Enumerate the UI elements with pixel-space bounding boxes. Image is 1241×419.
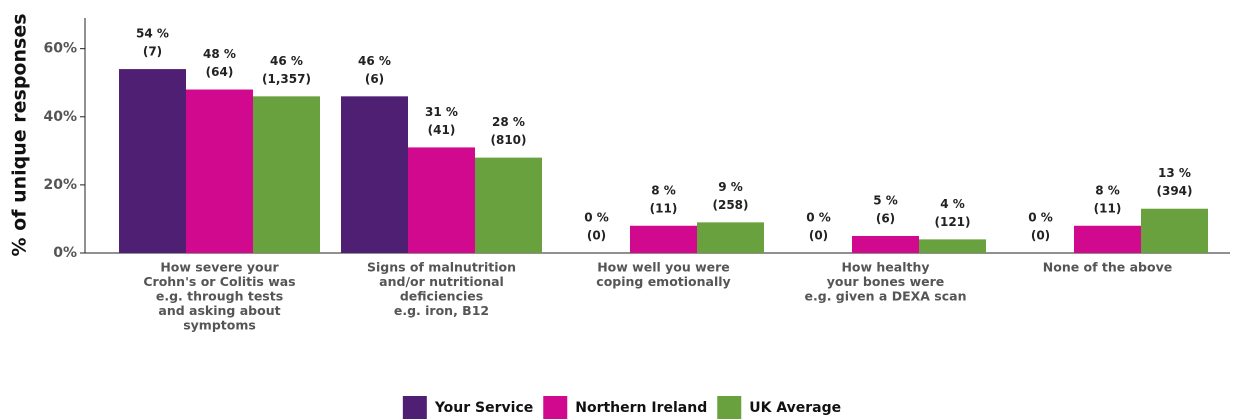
y-tick-label: 40% (43, 109, 77, 125)
data-label: (0) (809, 229, 828, 243)
bar (630, 225, 697, 253)
data-label: 46 % (358, 54, 391, 68)
bar (919, 239, 986, 253)
legend-label: Your Service (434, 400, 533, 416)
x-tick-label: deficiencies (400, 289, 483, 304)
bar (253, 96, 320, 253)
data-label: 46 % (270, 54, 303, 68)
data-label: (0) (587, 229, 606, 243)
x-tick-label: e.g. given a DEXA scan (805, 289, 967, 304)
x-tick-label: Signs of malnutrition (367, 260, 516, 275)
x-tick-label: and asking about (158, 303, 280, 318)
data-label: 48 % (203, 47, 236, 61)
x-tick-label: How well you were (597, 260, 730, 275)
data-label: (6) (876, 211, 895, 225)
bar (475, 157, 542, 253)
data-label: (258) (712, 198, 748, 212)
bar (852, 235, 919, 253)
bar (1141, 208, 1208, 253)
data-label: (0) (1031, 229, 1050, 243)
legend-swatch (402, 396, 427, 419)
data-label: 9 % (718, 180, 743, 194)
bar (119, 69, 186, 253)
legend-item: UK Average (717, 396, 841, 419)
x-tick-label: How healthy (841, 260, 929, 275)
data-label: (64) (206, 65, 234, 79)
x-tick-label: How severe your (160, 260, 279, 275)
x-tick-label: coping emotionally (596, 274, 730, 289)
data-label: 28 % (492, 115, 525, 129)
bar (341, 96, 408, 253)
x-tick-label: Crohn's or Colitis was (143, 274, 295, 289)
data-label: (6) (365, 72, 384, 86)
data-label: (11) (1094, 201, 1122, 215)
x-tick-label: and/or nutritional (379, 274, 504, 289)
data-label: 5 % (873, 193, 898, 207)
data-label: (394) (1156, 184, 1192, 198)
legend-item: Northern Ireland (543, 396, 707, 419)
legend-swatch (543, 396, 568, 419)
x-tick-label: symptoms (183, 318, 256, 333)
x-tick-label: None of the above (1043, 260, 1172, 275)
data-label: (1,357) (262, 72, 311, 86)
y-tick-label: 60% (43, 41, 77, 57)
data-label: (41) (428, 123, 456, 137)
bar (408, 147, 475, 253)
data-label: (121) (934, 215, 970, 229)
legend-item: Your Service (402, 396, 533, 419)
legend-label: Northern Ireland (575, 400, 707, 416)
bar (186, 89, 253, 254)
legend-label: UK Average (749, 400, 841, 416)
x-tick-label: e.g. through tests (156, 289, 283, 304)
data-label: (810) (490, 133, 526, 147)
data-label: (11) (650, 201, 678, 215)
y-tick-label: 20% (43, 177, 77, 193)
bar (1074, 225, 1141, 253)
data-label: 0 % (584, 211, 609, 225)
data-label: 54 % (136, 27, 169, 41)
legend-swatch (717, 396, 742, 419)
data-label: 8 % (1095, 183, 1120, 197)
data-label: 0 % (806, 211, 831, 225)
data-label: (7) (143, 45, 162, 59)
x-tick-label: e.g. iron, B12 (394, 303, 489, 318)
data-label: 13 % (1158, 166, 1191, 180)
y-tick-label: 0% (53, 245, 77, 261)
x-tick-label: your bones were (827, 274, 945, 289)
y-axis-label: % of unique responses (9, 13, 31, 256)
data-label: 4 % (940, 197, 965, 211)
data-label: 0 % (1028, 211, 1053, 225)
data-label: 8 % (651, 183, 676, 197)
bar (697, 222, 764, 253)
data-label: 31 % (425, 105, 458, 119)
